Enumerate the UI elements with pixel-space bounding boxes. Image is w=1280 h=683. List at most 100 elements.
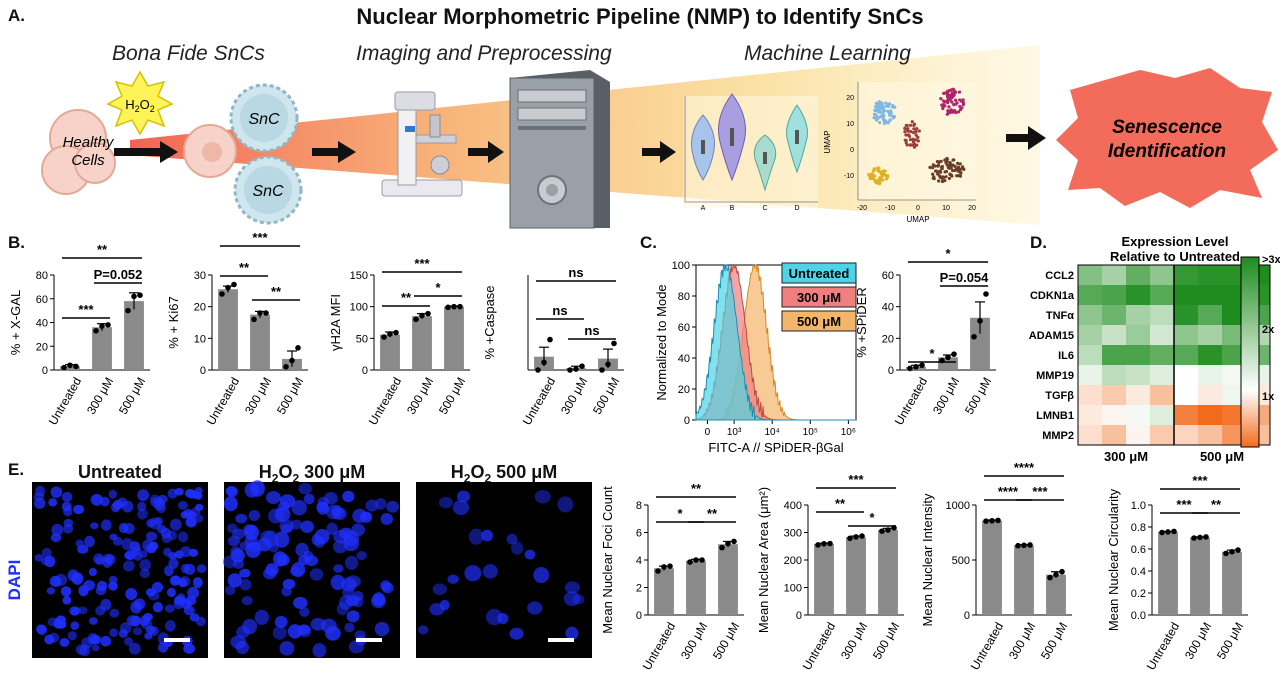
umap-point (944, 169, 949, 174)
heatmap-cell (1198, 345, 1222, 365)
heatmap-cell (1150, 325, 1174, 345)
nucleus (326, 522, 338, 535)
gh2a-ytick-label: 150 (350, 270, 368, 282)
umap-point (946, 100, 950, 105)
violin-tick-d: D (794, 205, 799, 212)
caspase-data-point (535, 367, 541, 373)
nucleus (44, 634, 55, 645)
figure-title: Nuclear Morphometric Pipeline (NMP) to I… (356, 4, 924, 29)
umap-xlabel: UMAP (906, 215, 929, 224)
umap-point (904, 138, 908, 143)
foci-ytick-label: 4 (636, 555, 642, 567)
ki67-xtick-label: 500 μM (274, 375, 306, 417)
snc-label-2: SnC (252, 183, 284, 200)
nucleus (375, 497, 387, 510)
foci-data-point (693, 557, 699, 563)
intensity-data-point (1053, 571, 1059, 578)
heatmap-cell (1198, 425, 1222, 445)
nucleus (119, 622, 132, 634)
umap-point (886, 104, 891, 109)
heatmap-cell (1150, 265, 1174, 285)
nucleus (456, 490, 471, 503)
scale-bar (356, 638, 382, 642)
spider-bar (970, 317, 990, 370)
senescence-label-2: Identification (1108, 141, 1226, 162)
spider-ytick-label: 0 (888, 365, 894, 377)
umap-point (871, 173, 875, 177)
nucleus (100, 635, 112, 647)
umap-point (947, 105, 951, 109)
foci-sig-label: ** (691, 481, 702, 496)
nucleus (481, 529, 493, 542)
nucleus (534, 490, 551, 504)
umap-point (874, 109, 878, 113)
nucleus (291, 500, 307, 516)
heatmap-row-label: MMP19 (1036, 370, 1074, 382)
nucleus (46, 587, 56, 595)
foci-sig-label: * (677, 506, 683, 521)
gh2a-ytick-label: 0 (362, 365, 368, 377)
nucleus (279, 640, 295, 656)
umap-point (951, 92, 955, 96)
nucleus (152, 601, 163, 613)
caspase-xtick-label: 300 μM (558, 375, 590, 417)
nucleus (33, 492, 45, 502)
umap-point (891, 115, 895, 119)
nucleus (572, 594, 585, 605)
foci-ylabel: Mean Nuclear Foci Count (600, 486, 615, 634)
heatmap-scale-bar (1240, 256, 1260, 448)
nucleus (485, 608, 503, 626)
umap-point (912, 122, 917, 126)
micrograph-title-500: H2O2 500 μM (450, 462, 558, 486)
area-data-point (879, 528, 885, 534)
xgal-ytick-label: 40 (36, 318, 48, 330)
caspase-sig-label: ns (552, 303, 567, 318)
heatmap-cell (1198, 265, 1222, 285)
umap-point (915, 126, 919, 131)
intensity-data-point (1027, 542, 1033, 548)
heatmap-cell (1222, 325, 1246, 345)
foci-bar (718, 544, 738, 615)
umap-point (914, 133, 918, 137)
nucleus (274, 615, 288, 629)
scale-bar (548, 638, 574, 642)
nucleus (124, 550, 136, 561)
heatmap-cell (1078, 305, 1102, 325)
nucleus (137, 489, 150, 502)
ki67-data-point (263, 310, 269, 316)
spider-xtick-label: 500 μM (962, 375, 994, 417)
nucleus (60, 586, 72, 597)
umap-point (937, 179, 941, 183)
nucleus (281, 586, 292, 597)
nucleus (226, 523, 238, 534)
nucleus (273, 551, 288, 567)
caspase-ylabel: % +Caspase (482, 285, 497, 359)
nucleus (67, 631, 77, 641)
nucleus (330, 574, 346, 591)
gh2a-bar (412, 316, 432, 370)
area-data-point (859, 533, 865, 539)
heatmap-cell (1150, 365, 1174, 385)
ki67-ytick-label: 30 (194, 270, 206, 282)
intensity-bar (1014, 545, 1034, 615)
xgal-xtick-label: Untreated (46, 375, 84, 428)
ki67-data-point (231, 281, 237, 288)
umap-point (876, 168, 880, 173)
hist-xtick-label: 10⁵ (803, 427, 818, 438)
heatmap-cell (1174, 385, 1198, 405)
heatmap-cell (1126, 305, 1150, 325)
snc-label-1: SnC (248, 111, 280, 128)
nucleus (140, 618, 153, 630)
spider-data-point (913, 364, 919, 370)
umap-point (873, 113, 878, 117)
umap-point (947, 176, 952, 181)
umap-point (878, 103, 882, 107)
nucleus (183, 605, 195, 616)
hist-ytick-label: 0 (684, 415, 690, 427)
chart-spider: 0 20 40 60 % +SPiDER Untreated 300 μM 500 μM * P=… (854, 246, 996, 428)
foci-data-point (719, 544, 725, 551)
umap-point (961, 103, 965, 107)
intensity-data-point (989, 517, 995, 524)
umap-point (953, 89, 957, 94)
umap-point (911, 138, 915, 142)
